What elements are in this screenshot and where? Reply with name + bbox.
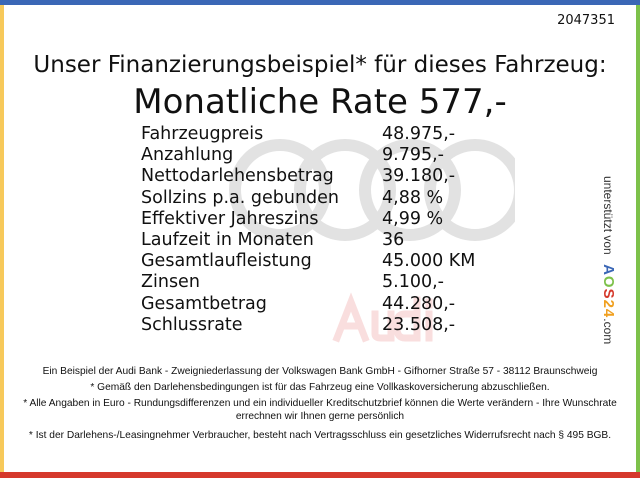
table-row: Gesamtbetrag 44.280,- (141, 294, 475, 315)
row-value: 44.280,- (382, 293, 456, 314)
row-value: 39.180,- (382, 166, 456, 187)
row-label: Anzahlung (141, 145, 234, 166)
row-label: Fahrzeugpreis (141, 124, 264, 144)
row-value: 36 (382, 229, 405, 250)
bottom-border (0, 472, 640, 478)
table-row: Sollzins p.a. gebunden 4,88 % (141, 188, 475, 209)
table-row: Gesamtlaufleistung 45.000 KM (141, 251, 475, 272)
row-label: Sollzins p.a. gebunden (141, 187, 340, 208)
finance-table: Fahrzeugpreis 48.975,- Anzahlung 9.795,- N… (141, 124, 475, 336)
aos24-logo: AOS24 (600, 264, 617, 319)
table-row: Effektiver Jahreszins 4,99 % (141, 209, 475, 230)
row-label: Effektiver Jahreszins (141, 208, 319, 229)
right-border (636, 5, 640, 472)
bank-info: Ein Beispiel der Audi Bank - Zweignieder… (42, 366, 598, 377)
row-label: Gesamtlaufleistung (141, 251, 312, 272)
table-row: Schlussrate 23.508,- (141, 315, 475, 336)
credit-text: unterstützt von (601, 176, 615, 255)
insurance-note: * Gemäß den Darlehensbedingungen ist für… (90, 382, 550, 393)
row-value: 9.795,- (382, 145, 444, 166)
table-row: Fahrzeugpreis 48.975,- (141, 124, 475, 145)
withdrawal-note: * Ist der Darlehens-/Leasingnehmer Verbr… (28, 430, 612, 441)
vehicle-id: 2047351 (557, 13, 615, 28)
table-row: Nettodarlehensbetrag 39.180,- (141, 166, 475, 187)
row-value: 48.975,- (382, 124, 456, 144)
left-border (0, 5, 4, 472)
row-label: Nettodarlehensbetrag (141, 166, 334, 187)
footer-disclaimer: Ein Beispiel der Audi Bank - Zweignieder… (20, 365, 620, 445)
row-label: Gesamtbetrag (141, 293, 267, 314)
table-row: Anzahlung 9.795,- (141, 145, 475, 166)
row-label: Schlussrate (141, 314, 243, 335)
row-value: 23.508,- (382, 314, 456, 335)
row-label: Laufzeit in Monaten (141, 229, 314, 250)
row-value: 45.000 KM (382, 251, 476, 272)
top-border (0, 0, 640, 5)
monthly-rate: Monatliche Rate 577,- (133, 82, 507, 122)
row-value: 4,99 % (382, 208, 444, 229)
aos24-credit: unterstützt von AOS24.com (600, 176, 617, 344)
row-label: Zinsen (141, 272, 200, 293)
com-text: .com (601, 318, 615, 345)
table-row: Zinsen 5.100,- (141, 272, 475, 293)
audi-wordmark-icon (332, 292, 433, 343)
euro-note: * Alle Angaben in Euro - Rundungsdiffere… (23, 398, 617, 422)
heading: Unser Finanzierungsbeispiel* für dieses … (33, 52, 607, 78)
row-value: 4,88 % (382, 187, 444, 208)
table-row: Laufzeit in Monaten 36 (141, 230, 475, 251)
row-value: 5.100,- (382, 272, 444, 293)
